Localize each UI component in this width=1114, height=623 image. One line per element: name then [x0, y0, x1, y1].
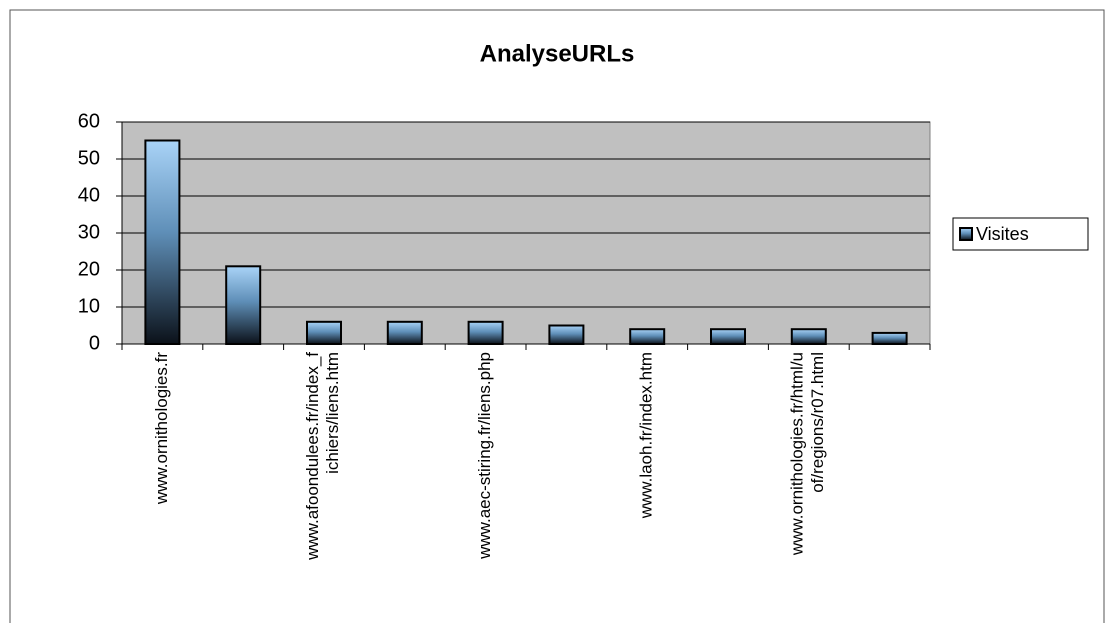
x-tick-label: www.ornithologies.fr	[152, 352, 171, 505]
x-tick-label: www.aec-stiring.fr/liens.php	[475, 352, 494, 560]
x-tick-label: www.afoondulees.fr/index_fichiers/liens.…	[303, 352, 342, 561]
bar	[306, 320, 342, 345]
y-tick-label: 20	[78, 258, 100, 280]
x-tick-label: www.ornithologies.fr/html/uof/regions/r0…	[788, 352, 827, 556]
y-tick-label: 30	[78, 221, 100, 243]
bar	[225, 265, 262, 345]
bar	[467, 320, 504, 345]
bar	[871, 331, 908, 345]
y-tick-label: 60	[78, 110, 100, 132]
bar	[790, 328, 827, 346]
bar	[144, 139, 181, 345]
y-tick-label: 0	[89, 332, 100, 354]
legend-label: Visites	[976, 224, 1029, 244]
legend-box	[952, 217, 1089, 251]
y-tick-label: 50	[78, 147, 100, 169]
bar	[629, 328, 666, 346]
bar	[548, 324, 585, 345]
legend-key	[959, 227, 973, 241]
y-tick-label: 40	[78, 184, 100, 206]
chart-title: AnalyseURLs	[480, 40, 635, 67]
y-tick-label: 10	[78, 295, 100, 317]
bar	[386, 320, 423, 345]
bar	[710, 328, 746, 346]
x-tick-label: www.laoh.fr/index.htm	[637, 352, 656, 519]
